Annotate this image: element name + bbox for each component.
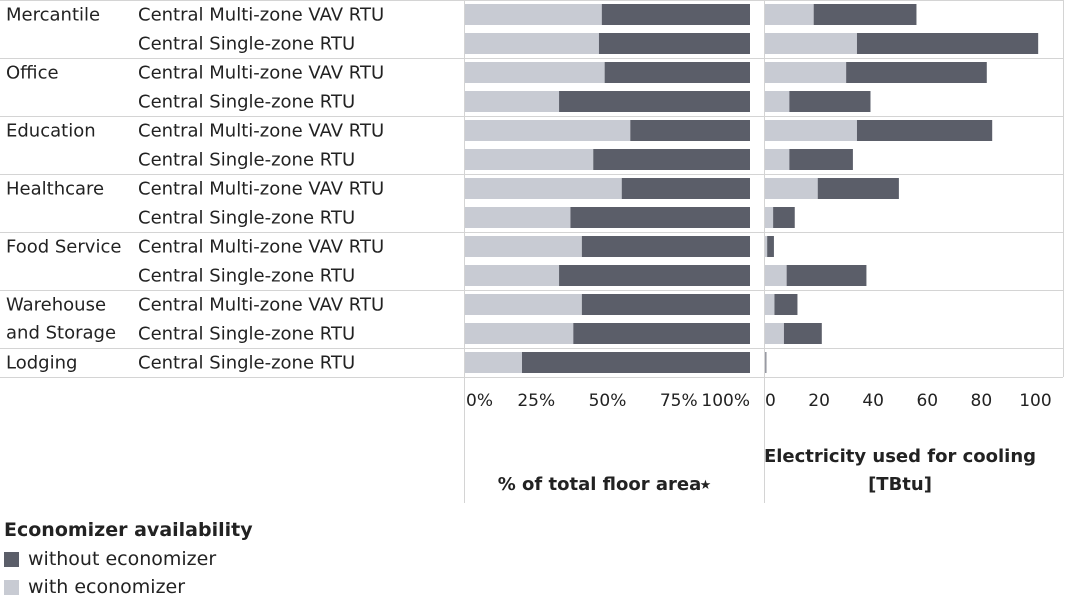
sector-label: Food Service: [6, 237, 121, 258]
bar-floor-area-with-economizer: [465, 149, 594, 170]
bar-cooling-electricity-without-economizer: [856, 33, 1039, 54]
bar-cooling-electricity-with-economizer: [765, 149, 790, 170]
axis-title: [TBtu]: [868, 474, 932, 495]
sector-label: and Storage: [6, 323, 116, 344]
system-label: Central Single-zone RTU: [138, 92, 355, 113]
sector-label: Mercantile: [6, 5, 100, 26]
system-label: Central Multi-zone VAV RTU: [138, 179, 384, 200]
bar-cooling-electricity-without-economizer: [765, 352, 767, 373]
bar-cooling-electricity-with-economizer: [765, 236, 768, 257]
tick-label: 100%: [701, 391, 750, 411]
tick-label: 0%: [466, 391, 493, 411]
system-label: Central Single-zone RTU: [138, 324, 355, 345]
bar-cooling-electricity-with-economizer: [765, 352, 766, 373]
tick-label: 100: [1019, 391, 1051, 411]
system-label: Central Multi-zone VAV RTU: [138, 121, 384, 142]
tick-label: 75%: [660, 391, 698, 411]
bar-floor-area-with-economizer: [465, 352, 522, 373]
tick-label: 40: [862, 391, 884, 411]
bar-floor-area-with-economizer: [465, 178, 622, 199]
bar-cooling-electricity-with-economizer: [765, 294, 775, 315]
tick-label: 0: [765, 391, 776, 411]
bar-cooling-electricity-without-economizer: [767, 236, 774, 257]
bar-floor-area-without-economizer: [630, 120, 750, 141]
bar-floor-area-without-economizer: [573, 323, 750, 344]
chart: Mercantile Central Multi-zone VAV RTU Cent…: [0, 0, 1064, 503]
bar-floor-area-without-economizer: [601, 4, 750, 25]
legend-swatch-with-economizer: [4, 579, 19, 595]
legend-label-with-economizer: with economizer: [28, 576, 186, 598]
bar-cooling-electricity-without-economizer: [813, 4, 917, 25]
sector-label: Office: [6, 63, 59, 84]
sector-label: Lodging: [6, 353, 77, 374]
system-label: Central Single-zone RTU: [138, 353, 355, 374]
bar-floor-area-with-economizer: [465, 265, 560, 286]
bar-cooling-electricity-with-economizer: [765, 120, 857, 141]
axis-title: Electricity used for cooling: [764, 446, 1036, 467]
bar-floor-area-without-economizer: [621, 178, 750, 199]
bar-cooling-electricity-with-economizer: [765, 265, 787, 286]
bar-cooling-electricity-without-economizer: [773, 207, 795, 228]
system-label: Central Single-zone RTU: [138, 266, 355, 287]
bar-cooling-electricity-without-economizer: [786, 265, 867, 286]
system-label: Central Multi-zone VAV RTU: [138, 295, 384, 316]
pin-icon: ★: [700, 478, 712, 493]
bar-floor-area-without-economizer: [598, 33, 750, 54]
bar-floor-area-with-economizer: [465, 294, 582, 315]
sector-label: Education: [6, 121, 96, 142]
legend-item-without-economizer[interactable]: without economizer: [4, 545, 253, 573]
bar-floor-area-with-economizer: [465, 91, 560, 112]
bar-floor-area-without-economizer: [559, 91, 750, 112]
legend-swatch-without-economizer: [4, 551, 19, 567]
axis-title: % of total floor area: [498, 474, 702, 495]
system-label: Central Multi-zone VAV RTU: [138, 63, 384, 84]
sector-label: Healthcare: [6, 179, 104, 200]
bar-cooling-electricity-without-economizer: [789, 91, 871, 112]
bar-floor-area-with-economizer: [465, 120, 631, 141]
bar-floor-area-with-economizer: [465, 207, 571, 228]
system-label: Central Single-zone RTU: [138, 208, 355, 229]
legend: Economizer availability without economiz…: [4, 519, 253, 601]
bar-floor-area-without-economizer: [581, 236, 750, 257]
bar-floor-area-with-economizer: [465, 4, 602, 25]
bar-floor-area-without-economizer: [581, 294, 750, 315]
bar-cooling-electricity-without-economizer: [856, 120, 993, 141]
tick-label: 20: [808, 391, 830, 411]
bar-floor-area-without-economizer: [559, 265, 750, 286]
tick-label: 80: [971, 391, 993, 411]
bar-floor-area-without-economizer: [593, 149, 750, 170]
system-label: Central Multi-zone VAV RTU: [138, 5, 384, 26]
legend-title: Economizer availability: [4, 519, 253, 541]
bar-cooling-electricity-with-economizer: [765, 4, 814, 25]
bar-floor-area-with-economizer: [465, 33, 599, 54]
bar-cooling-electricity-without-economizer: [817, 178, 899, 199]
legend-label-without-economizer: without economizer: [28, 548, 217, 570]
system-label: Central Single-zone RTU: [138, 150, 355, 171]
bar-cooling-electricity-without-economizer: [789, 149, 853, 170]
bar-cooling-electricity-with-economizer: [765, 62, 847, 83]
bar-floor-area-without-economizer: [522, 352, 750, 373]
sector-label: Warehouse: [6, 295, 106, 316]
tick-label: 25%: [517, 391, 555, 411]
bar-floor-area-with-economizer: [465, 62, 605, 83]
system-label: Central Multi-zone VAV RTU: [138, 237, 384, 258]
bar-cooling-electricity-without-economizer: [774, 294, 798, 315]
bar-floor-area-without-economizer: [604, 62, 750, 83]
tick-label: 50%: [589, 391, 627, 411]
bar-cooling-electricity-with-economizer: [765, 91, 790, 112]
bar-cooling-electricity-without-economizer: [783, 323, 822, 344]
bar-floor-area-with-economizer: [465, 236, 582, 257]
bar-floor-area-with-economizer: [465, 323, 574, 344]
tick-label: 60: [916, 391, 938, 411]
bar-cooling-electricity-with-economizer: [765, 33, 857, 54]
system-label: Central Single-zone RTU: [138, 34, 355, 55]
legend-item-with-economizer[interactable]: with economizer: [4, 573, 253, 601]
bar-cooling-electricity-with-economizer: [765, 178, 818, 199]
bar-cooling-electricity-without-economizer: [846, 62, 987, 83]
bar-floor-area-without-economizer: [570, 207, 750, 228]
bar-cooling-electricity-with-economizer: [765, 207, 774, 228]
bar-cooling-electricity-with-economizer: [765, 323, 784, 344]
